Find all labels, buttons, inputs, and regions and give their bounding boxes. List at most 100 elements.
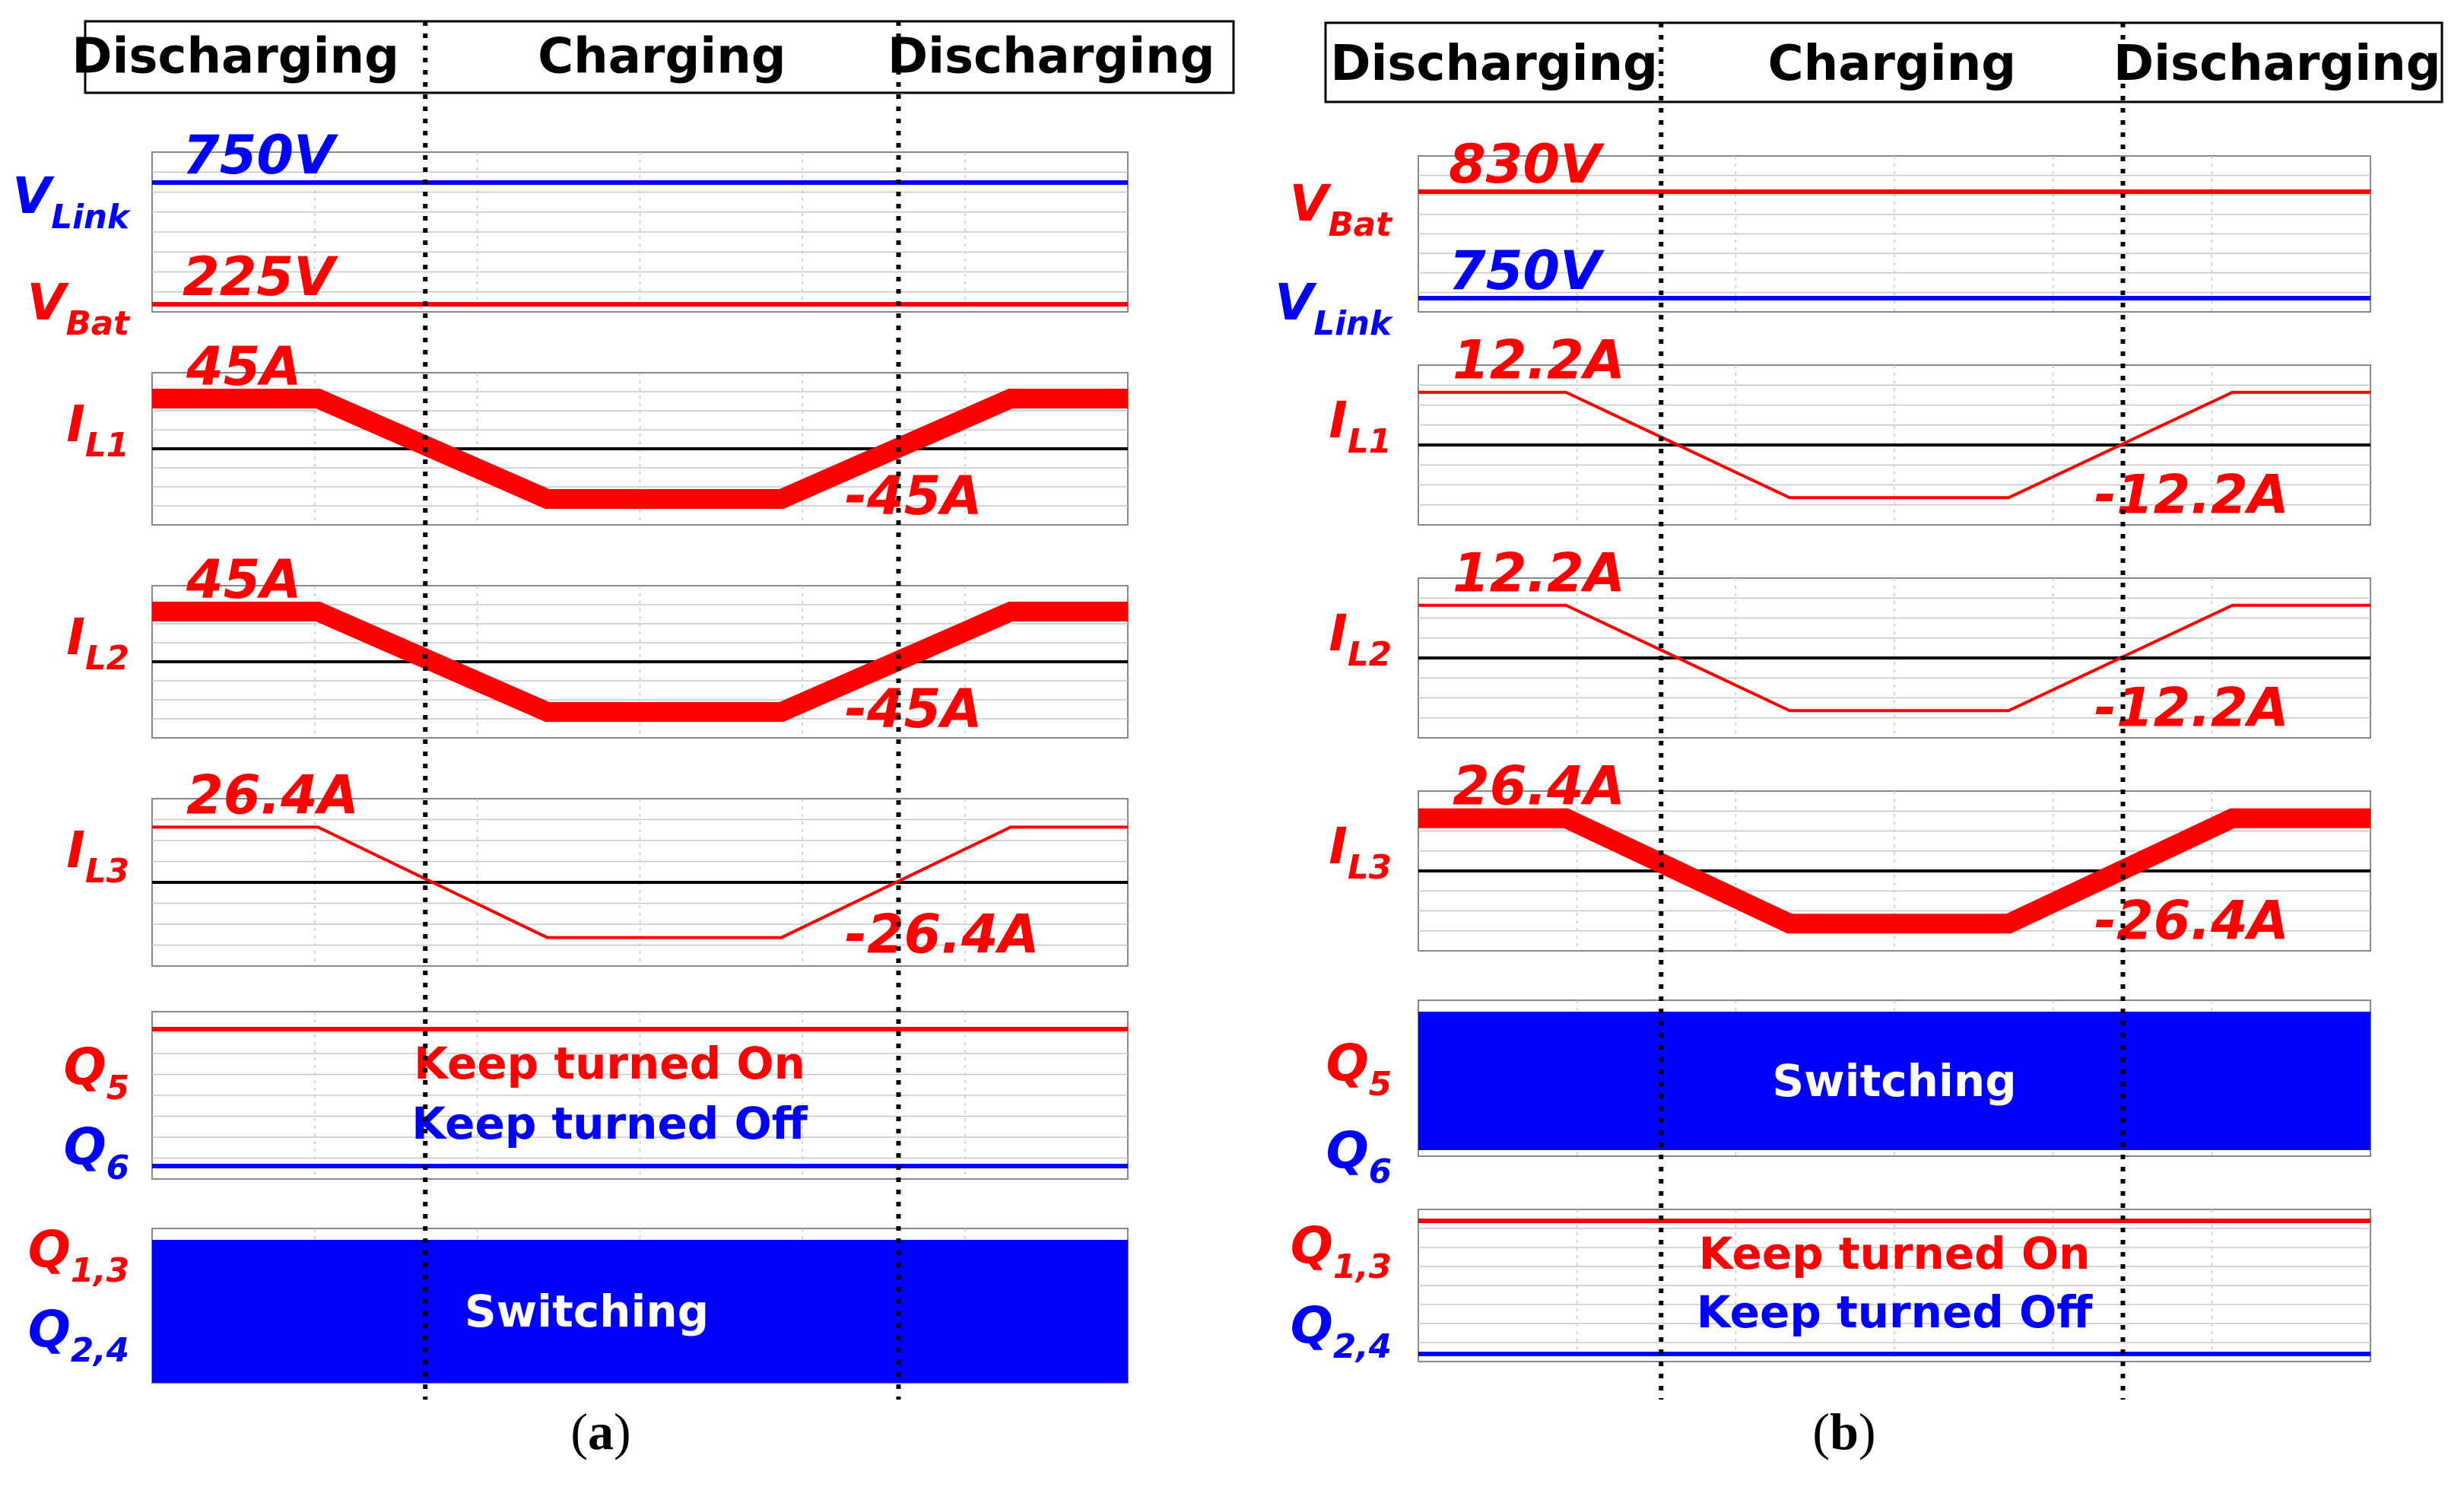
trace-trace-label: Q5 <box>1326 1034 1392 1104</box>
current-negative-label: -45A <box>845 465 983 527</box>
subplot <box>1418 364 2371 526</box>
dc-level-value: 750V <box>1449 240 1605 302</box>
current-waveform <box>152 602 1128 722</box>
trace-trace-label: IL1 <box>1329 391 1392 461</box>
subplot <box>151 1228 1129 1384</box>
mode-label: Charging <box>538 29 786 85</box>
switching-band <box>1418 1012 2370 1150</box>
trace-subscript: L1 <box>85 427 129 465</box>
subplot <box>1418 790 2371 952</box>
current-negative-label: -26.4A <box>845 904 1040 966</box>
trace-subscript: 6 <box>106 1149 129 1187</box>
caption-letter: b <box>1830 1403 1859 1460</box>
dc-level-value: 830V <box>1449 133 1605 195</box>
trace-symbol: V <box>27 273 70 332</box>
subplot <box>151 798 1129 967</box>
gate-state-off: Keep turned Off <box>1697 1286 2094 1338</box>
trace-symbol: V <box>1290 174 1332 233</box>
trace-trace-label: VBat <box>27 273 132 343</box>
trace-trace-label: Q5 <box>64 1038 129 1108</box>
current-peak-label: 26.4A <box>186 764 359 826</box>
trace-subscript: 6 <box>1369 1153 1392 1191</box>
trace-subscript: 2,4 <box>71 1332 129 1370</box>
trace-symbol: Q <box>28 1220 71 1279</box>
caption-letter: a <box>588 1403 614 1460</box>
trace-trace-label: VLink <box>1275 273 1394 343</box>
trace-symbol: Q <box>64 1038 106 1096</box>
trace-symbol: Q <box>1291 1296 1333 1355</box>
current-negative-label: -45A <box>845 678 983 740</box>
current-waveform <box>1418 390 2370 500</box>
trace-symbol: I <box>1329 391 1348 450</box>
dc-level-value: 750V <box>183 124 338 186</box>
current-peak-label: 45A <box>186 335 302 398</box>
trace-symbol: Q <box>1326 1121 1369 1180</box>
gate-state-on: Keep turned On <box>414 1038 805 1089</box>
panel-caption: (a) <box>570 1403 630 1460</box>
current-negative-label: -26.4A <box>2094 889 2289 952</box>
switching-band <box>152 1240 1128 1383</box>
subplot <box>1418 999 2371 1157</box>
trace-subscript: 1,3 <box>1333 1248 1392 1286</box>
trace-symbol: Q <box>28 1300 71 1359</box>
current-waveform <box>1418 603 2370 713</box>
trace-subscript: 5 <box>106 1069 129 1108</box>
trace-symbol: Q <box>1291 1216 1333 1275</box>
subplot <box>151 585 1129 739</box>
subplot <box>1418 1209 2371 1362</box>
trace-trace-label: IL2 <box>1329 604 1392 674</box>
subplot <box>1418 155 2371 313</box>
trace-symbol: I <box>66 821 85 879</box>
trace-subscript: L1 <box>1348 423 1392 461</box>
current-negative-label: -12.2A <box>2094 676 2289 739</box>
trace-subscript: Link <box>1313 305 1394 343</box>
current-peak-label: 45A <box>186 548 302 611</box>
current-negative-label: -12.2A <box>2094 463 2289 526</box>
trace-symbol: V <box>1275 273 1317 332</box>
trace-symbol: Q <box>64 1117 106 1176</box>
trace-subscript: L3 <box>1348 849 1392 887</box>
trace-trace-label: Q2,4 <box>1291 1296 1392 1366</box>
trace-subscript: Bat <box>1329 206 1394 244</box>
mode-label: Discharging <box>71 29 399 85</box>
trace-trace-label: Q2,4 <box>28 1300 129 1370</box>
mode-label: Discharging <box>887 29 1215 85</box>
current-waveform <box>152 389 1128 509</box>
trace-symbol: V <box>12 167 55 225</box>
subplot <box>151 372 1129 526</box>
trace-subscript: Bat <box>66 305 132 343</box>
trace-subscript: Link <box>51 199 132 237</box>
caption-paren: ) <box>1859 1403 1876 1460</box>
trace-trace-label: Q6 <box>1326 1121 1392 1191</box>
trace-trace-label: Q1,3 <box>28 1220 129 1290</box>
trace-subscript: 1,3 <box>71 1252 129 1290</box>
switching-state: Switching <box>1772 1055 2016 1107</box>
trace-trace-label: IL3 <box>1329 817 1392 887</box>
trace-subscript: L2 <box>85 640 129 678</box>
caption-paren: ( <box>570 1403 588 1460</box>
gate-state-on: Keep turned On <box>1699 1228 2091 1279</box>
switching-state: Switching <box>465 1285 709 1337</box>
trace-trace-label: VLink <box>12 167 132 237</box>
trace-symbol: Q <box>1326 1034 1369 1092</box>
mode-header-box <box>1324 21 2443 103</box>
current-waveform <box>1418 808 2370 934</box>
trace-trace-label: Q1,3 <box>1291 1216 1392 1286</box>
mode-label: Discharging <box>2113 36 2441 92</box>
subplot <box>151 151 1129 313</box>
mode-label: Discharging <box>1330 36 1658 92</box>
trace-subscript: L3 <box>85 853 129 891</box>
subplot <box>1418 577 2371 739</box>
subplot <box>151 1011 1129 1180</box>
trace-trace-label: Q6 <box>64 1117 129 1187</box>
trace-trace-label: VBat <box>1290 174 1394 244</box>
current-peak-label: 12.2A <box>1453 329 1625 392</box>
trace-trace-label: IL2 <box>66 608 129 678</box>
trace-subscript: L2 <box>1348 636 1392 674</box>
mode-header-box <box>84 20 1235 94</box>
trace-trace-label: IL3 <box>66 821 129 891</box>
gate-state-off: Keep turned Off <box>411 1098 808 1149</box>
caption-paren: ( <box>1812 1403 1830 1460</box>
trace-symbol: I <box>66 608 85 666</box>
